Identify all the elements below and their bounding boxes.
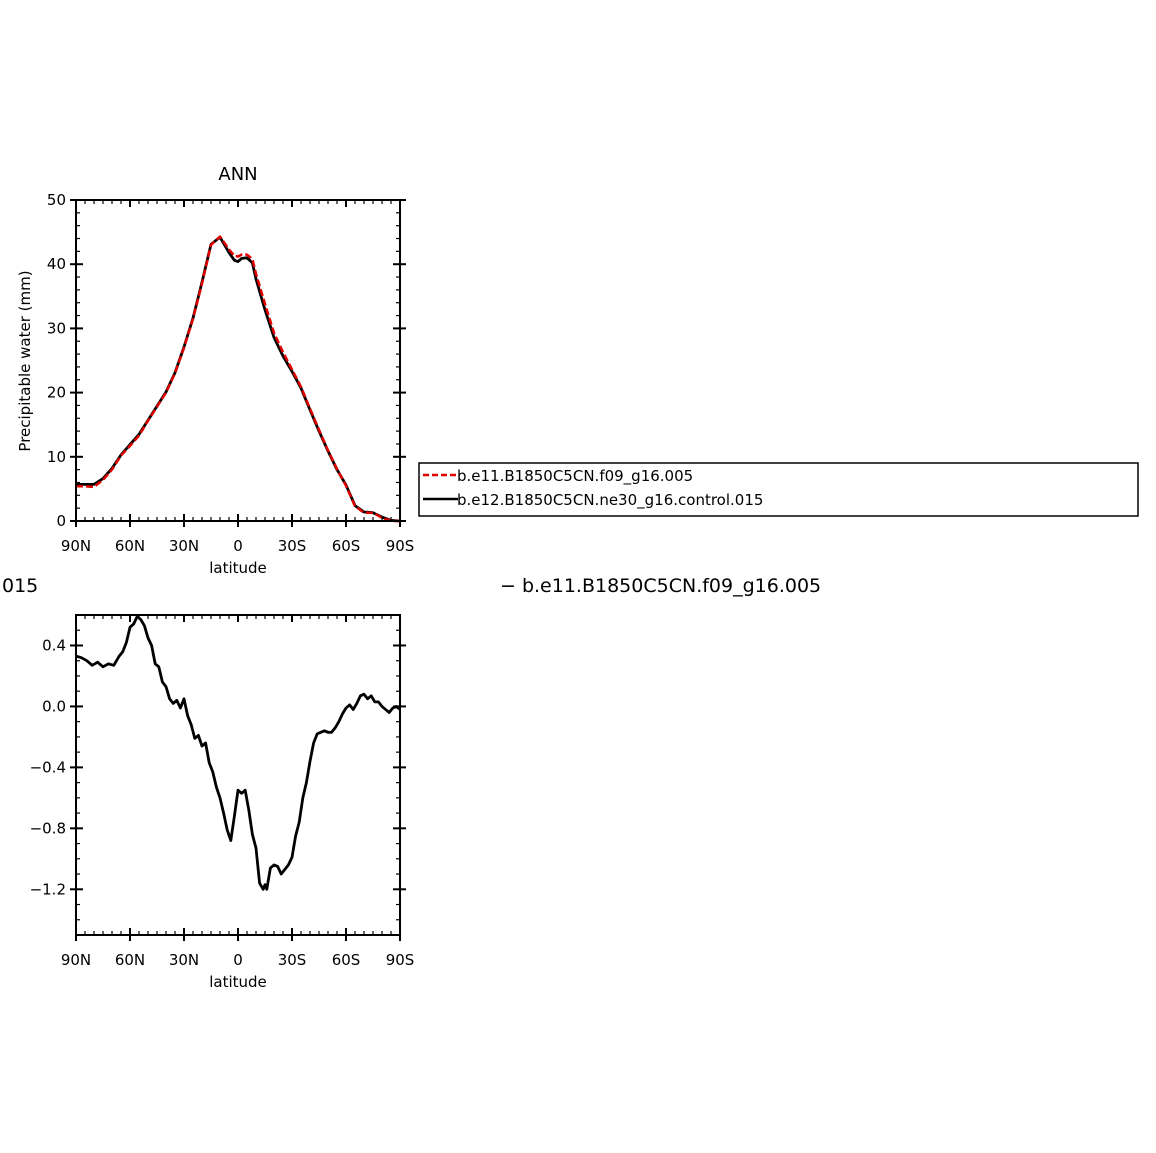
x-tick-label: 30S	[278, 537, 307, 555]
bottom-x-axis-label: latitude	[209, 973, 267, 991]
top-y-axis-label: Precipitable water (mm)	[16, 270, 34, 451]
bottom-panel: 015 − b.e11.B1850C5CN.f09_g16.005 90N 60N…	[0, 575, 821, 991]
y-tick-label: 20	[47, 384, 66, 402]
x-tick-label: 0	[233, 951, 243, 969]
legend: b.e11.B1850C5CN.f09_g16.005 b.e12.B1850C…	[418, 462, 1139, 517]
x-tick-label: 60S	[332, 951, 361, 969]
y-tick-label: 30	[47, 319, 66, 337]
y-tick-label: −1.2	[30, 880, 66, 898]
y-tick-label: −0.8	[30, 819, 66, 837]
top-axes: 90N 60N 30N 0 30S 60S 90S 0 10 20 30 40 50	[47, 191, 414, 555]
x-tick-label: 30N	[169, 951, 199, 969]
top-chart-title: ANN	[218, 164, 257, 185]
bottom-title-left-fragment: 015	[2, 575, 38, 597]
y-tick-label: −0.4	[30, 758, 66, 776]
top-x-axis-label: latitude	[209, 559, 267, 577]
legend-box	[418, 462, 1139, 517]
x-tick-label: 90S	[386, 537, 415, 555]
y-tick-label: 10	[47, 448, 66, 466]
bottom-series-group	[75, 615, 401, 891]
y-tick-label: 0.4	[42, 636, 66, 654]
bottom-y-axis-label: Precipitable water (mm)	[0, 684, 11, 865]
y-tick-label: 0.0	[42, 697, 66, 715]
y-tick-label: 40	[47, 255, 66, 273]
bottom-y-axis-label-clip-region: Precipitable water (mm)	[0, 684, 11, 865]
x-tick-label: 60N	[115, 951, 145, 969]
x-tick-label: 0	[233, 537, 243, 555]
x-tick-label: 60S	[332, 537, 361, 555]
series-line-2	[76, 235, 400, 523]
bottom-plot-frame	[75, 614, 401, 936]
top-plot-frame	[75, 199, 401, 522]
bottom-title-right-fragment: − b.e11.B1850C5CN.f09_g16.005	[500, 575, 821, 597]
x-tick-label: 30N	[169, 537, 199, 555]
top-series-group	[76, 235, 401, 523]
legend-label-series-1: b.e11.B1850C5CN.f09_g16.005	[457, 467, 693, 486]
top-panel: ANN 90N 60N 30N 0 30S 60S 90S 0 10 20 30 40 50 latit…	[16, 164, 414, 577]
x-tick-label: 60N	[115, 537, 145, 555]
bottom-axes: 90N 60N 30N 0 30S 60S 90S 0.4 0.0 −0.4 −0.8 −1.2	[30, 614, 415, 969]
legend-label-series-2: b.e12.B1850C5CN.ne30_g16.control.015	[457, 491, 763, 510]
x-tick-label: 90N	[61, 951, 91, 969]
y-tick-label: 50	[47, 191, 66, 209]
x-tick-label: 30S	[278, 951, 307, 969]
series-line-1	[76, 235, 401, 523]
x-tick-label: 90N	[61, 537, 91, 555]
x-tick-label: 90S	[386, 951, 415, 969]
series-line-1	[75, 615, 401, 891]
y-tick-label: 0	[56, 512, 66, 530]
